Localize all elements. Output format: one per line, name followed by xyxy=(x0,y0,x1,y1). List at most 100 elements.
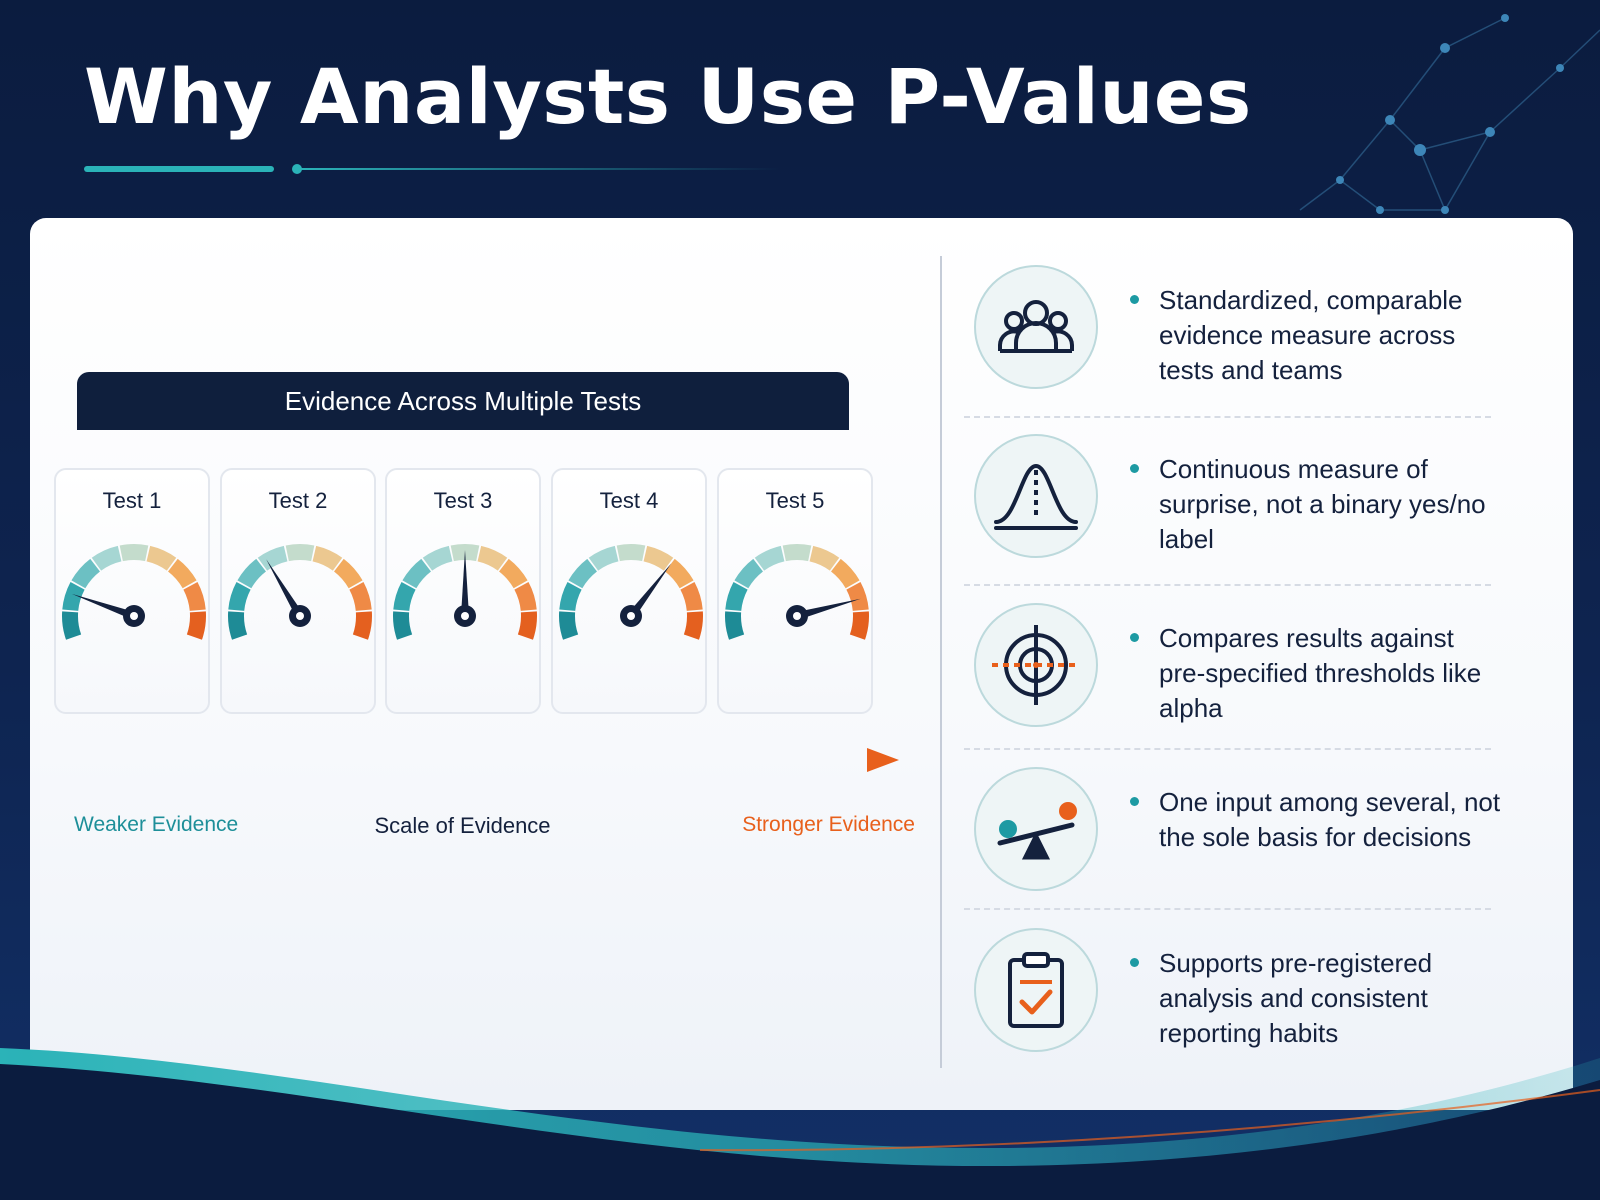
gauge-segment xyxy=(62,611,82,640)
benefit-item-standardized: Standardized, comparable evidence measur… xyxy=(934,225,1514,389)
gauge-segment xyxy=(849,611,869,640)
gauge-segment xyxy=(725,611,745,640)
gauge-needle xyxy=(627,563,672,619)
scale-weak-label: Weaker Evidence xyxy=(74,813,239,836)
gauge-segment xyxy=(119,544,149,562)
gauge-segment xyxy=(186,611,206,640)
gauge-card: Test 1 xyxy=(54,468,210,714)
gauge-needle xyxy=(795,598,861,620)
bullet-dot xyxy=(1130,797,1139,806)
gauge-needle xyxy=(461,550,469,616)
gauge-hub-center xyxy=(793,612,801,620)
benefit-text: Supports pre-registered analysis and con… xyxy=(1159,948,1433,1048)
benefit-item-reporting: Supports pre-registered analysis and con… xyxy=(934,888,1514,1052)
balance-seesaw-icon xyxy=(974,767,1098,891)
gauge-segment xyxy=(517,611,537,640)
panel-divider xyxy=(940,256,942,1068)
gauge-segment xyxy=(734,558,763,589)
gauge-segment xyxy=(422,545,453,571)
gauge-dial xyxy=(393,544,537,640)
benefit-separator xyxy=(964,908,1491,910)
gauge-card: Test 2 xyxy=(220,468,376,714)
title-dot xyxy=(292,164,302,174)
scale-title: Scale of Evidence xyxy=(374,813,551,838)
benefit-separator xyxy=(964,584,1491,586)
gauge-dial xyxy=(228,544,372,640)
gauge-segment xyxy=(228,582,251,611)
benefit-text: One input among several, not the sole ba… xyxy=(1159,787,1501,852)
gauge-segment xyxy=(616,544,646,562)
gauge-segment xyxy=(312,545,343,571)
gauge-dial xyxy=(559,544,703,640)
gauge-label: Test 3 xyxy=(433,488,493,513)
target-icon xyxy=(974,603,1098,727)
gauge-segment xyxy=(477,545,508,571)
benefit-text: Compares results against pre-specified t… xyxy=(1159,623,1482,723)
gauge-segment xyxy=(402,558,431,589)
gauge-segment xyxy=(257,545,288,571)
benefit-item-thresholds: Compares results against pre-specified t… xyxy=(934,563,1514,727)
gauge-segment xyxy=(228,611,248,640)
gauge-segment xyxy=(846,582,869,611)
gauge-card: Test 5 xyxy=(717,468,873,714)
gauge-segment xyxy=(665,558,694,589)
gauge-segment xyxy=(559,582,582,611)
gauge-segment xyxy=(568,558,597,589)
gauge-hub-center xyxy=(461,612,469,620)
title-underline xyxy=(84,166,274,172)
gauge-segment xyxy=(168,558,197,589)
gauge-segment xyxy=(559,611,579,640)
gauge-segment xyxy=(183,582,206,611)
gauge-segment xyxy=(680,582,703,611)
gauge-segment xyxy=(349,582,372,611)
gauge-hub-center xyxy=(296,612,304,620)
gauge-label: Test 2 xyxy=(268,488,328,513)
gauge-segment xyxy=(754,545,785,571)
gauge-segment xyxy=(71,558,100,589)
bottom-wave-decoration xyxy=(0,1048,1600,1200)
gauge-segment xyxy=(285,544,315,562)
gauge-segment xyxy=(499,558,528,589)
gauge-label: Test 5 xyxy=(765,488,825,513)
gauge-segment xyxy=(352,611,372,640)
benefit-item-sole-basis: One input among several, not the sole ba… xyxy=(934,727,1514,891)
network-decoration xyxy=(1299,14,1600,214)
bullet-dot xyxy=(1130,633,1139,642)
gauge-segment xyxy=(809,545,840,571)
gauge-segment xyxy=(91,545,122,571)
gauge-card: Test 3 xyxy=(385,468,541,714)
gauge-segment xyxy=(831,558,860,589)
gauge-segment xyxy=(683,611,703,640)
gauge-segment xyxy=(393,582,416,611)
bullet-dot xyxy=(1130,464,1139,473)
scale-strong-label: Stronger Evidence xyxy=(742,813,915,836)
page-title: Why Analysts Use P-Values xyxy=(84,52,1252,141)
gauge-dial xyxy=(62,544,206,640)
gauge-hub-center xyxy=(627,612,635,620)
clipboard-check-icon xyxy=(974,928,1098,1052)
gauge-segment xyxy=(643,545,674,571)
content-panel: Evidence Across Multiple Tests Test 1 Tes… xyxy=(30,218,1573,1110)
bell-curve-icon xyxy=(974,434,1098,558)
gauge-label: Test 1 xyxy=(102,488,162,513)
team-icon xyxy=(974,265,1098,389)
gauge-segment xyxy=(725,582,748,611)
gauge-segment xyxy=(146,545,177,571)
evidence-header: Evidence Across Multiple Tests xyxy=(77,372,849,430)
gauge-segment xyxy=(514,582,537,611)
benefit-separator xyxy=(964,416,1491,418)
gauge-dial xyxy=(725,544,869,640)
evidence-scale-arrow xyxy=(67,748,899,772)
gauge-segment xyxy=(237,558,266,589)
benefit-separator xyxy=(964,748,1491,750)
gauge-segment xyxy=(393,611,413,640)
gauge-card: Test 4 xyxy=(551,468,707,714)
gauge-segment xyxy=(62,582,85,611)
gauge-hub-center xyxy=(130,612,138,620)
benefit-text: Continuous measure of surprise, not a bi… xyxy=(1159,454,1486,554)
gauge-label: Test 4 xyxy=(599,488,659,513)
benefit-text: Standardized, comparable evidence measur… xyxy=(1159,285,1463,385)
title-rule xyxy=(300,168,780,170)
gauge-needle xyxy=(266,559,304,619)
bullet-dot xyxy=(1130,295,1139,304)
